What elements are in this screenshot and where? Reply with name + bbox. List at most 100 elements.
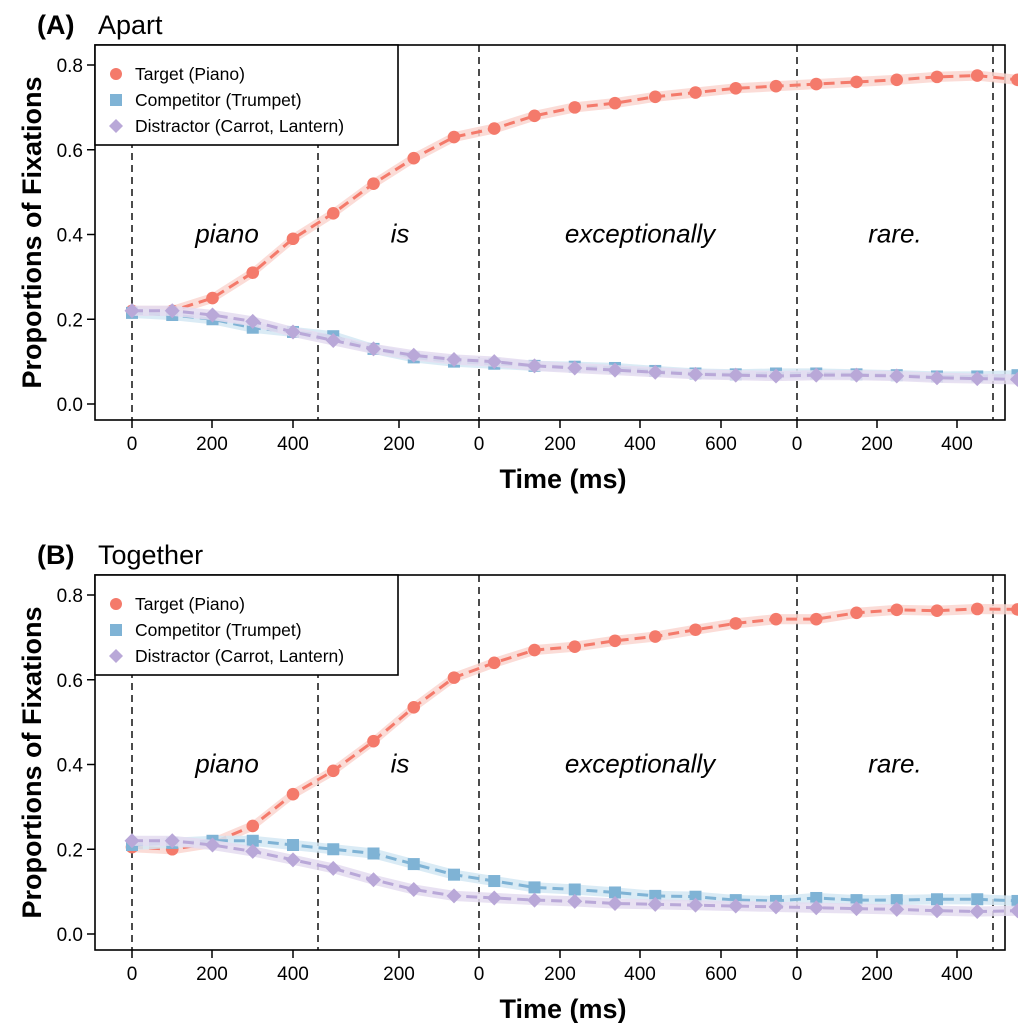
data-point-target xyxy=(930,70,944,84)
x-tick-label: 400 xyxy=(941,434,973,455)
x-axis-title: Time (ms) xyxy=(499,994,626,1023)
legend-label-competitor: Competitor (Trumpet) xyxy=(135,90,302,110)
data-point-competitor xyxy=(448,868,460,881)
legend-marker-target xyxy=(110,598,122,610)
data-point-target xyxy=(970,69,984,82)
data-point-target xyxy=(608,634,622,648)
data-point-distractor xyxy=(164,833,180,849)
x-tick-label: 200 xyxy=(544,434,576,455)
legend-label-distractor: Distractor (Carrot, Lantern) xyxy=(135,646,344,666)
data-point-distractor xyxy=(406,347,422,363)
x-tick-label: 0 xyxy=(474,964,485,985)
data-point-target xyxy=(528,643,541,657)
y-tick-label: 0.8 xyxy=(57,56,83,77)
x-tick-label: 200 xyxy=(196,964,228,985)
data-point-target xyxy=(326,207,340,220)
data-point-distractor xyxy=(849,901,864,917)
series-competitor xyxy=(126,834,1018,907)
data-point-competitor xyxy=(528,881,541,894)
data-point-distractor xyxy=(205,837,220,853)
panel-title: Together xyxy=(98,540,203,570)
data-point-competitor xyxy=(971,893,984,906)
y-tick-label: 0.0 xyxy=(57,925,83,946)
series-distractor xyxy=(124,303,1018,387)
data-point-distractor xyxy=(647,364,663,380)
x-tick-label: 0 xyxy=(792,964,803,985)
series-target xyxy=(125,602,1018,856)
data-point-target xyxy=(648,90,662,104)
x-tick-label: 0 xyxy=(792,434,803,455)
data-point-competitor xyxy=(488,875,501,888)
data-point-distractor xyxy=(285,324,301,340)
data-point-competitor xyxy=(810,891,823,904)
y-axis-title: Proportions of Fixations xyxy=(17,606,47,918)
data-point-target xyxy=(447,130,461,144)
data-point-competitor xyxy=(1011,894,1018,907)
y-tick-label: 0.6 xyxy=(57,141,83,162)
x-tick-label: 400 xyxy=(277,434,309,455)
data-point-distractor xyxy=(1010,903,1018,919)
data-point-target xyxy=(487,656,501,670)
legend-label-competitor: Competitor (Trumpet) xyxy=(135,620,302,640)
data-point-target xyxy=(809,77,823,91)
x-tick-label: 0 xyxy=(474,434,485,455)
data-point-target xyxy=(407,700,421,714)
x-tick-label: 600 xyxy=(705,434,737,455)
legend: Target (Piano) Competitor (Trumpet) Distra… xyxy=(94,44,399,146)
data-point-distractor xyxy=(567,360,583,376)
x-tick-label: 400 xyxy=(277,964,309,985)
data-point-distractor xyxy=(486,890,502,906)
panel-tag: (A) xyxy=(37,10,74,40)
y-tick-label: 0.2 xyxy=(57,310,83,331)
y-tick-label: 0.4 xyxy=(57,756,84,777)
data-point-target xyxy=(367,734,380,748)
data-point-distractor xyxy=(889,901,905,917)
data-point-distractor xyxy=(567,893,583,909)
data-point-target xyxy=(246,819,260,833)
data-point-target xyxy=(809,612,823,626)
legend-marker-distractor xyxy=(109,119,123,133)
data-point-distractor xyxy=(969,371,985,387)
data-point-distractor xyxy=(245,313,261,329)
word-label: piano xyxy=(194,749,259,779)
x-tick-label: 400 xyxy=(624,964,656,985)
data-point-distractor xyxy=(245,843,261,859)
data-point-distractor xyxy=(889,368,905,384)
data-point-distractor xyxy=(527,892,542,908)
data-point-target xyxy=(608,96,622,110)
data-point-distractor xyxy=(808,367,824,383)
data-point-target xyxy=(407,151,421,165)
data-point-distractor xyxy=(366,341,381,357)
data-point-target xyxy=(769,79,783,93)
y-tick-label: 0.2 xyxy=(57,840,83,861)
data-point-distractor xyxy=(325,332,341,348)
legend-label-target: Target (Piano) xyxy=(135,64,245,84)
x-tick-label: 200 xyxy=(196,434,228,455)
data-point-target xyxy=(729,617,743,630)
data-point-target xyxy=(528,109,541,123)
data-point-distractor xyxy=(205,307,220,323)
x-axis-title: Time (ms) xyxy=(499,464,626,494)
legend-label-target: Target (Piano) xyxy=(135,594,245,614)
series-distractor xyxy=(124,833,1018,920)
x-tick-label: 0 xyxy=(127,434,138,455)
data-point-target xyxy=(1011,73,1018,87)
word-label: is xyxy=(391,219,410,249)
data-point-distractor xyxy=(607,895,623,911)
data-point-competitor xyxy=(246,834,259,847)
data-point-competitor xyxy=(649,889,662,902)
data-point-competitor xyxy=(568,883,581,896)
legend: Target (Piano) Competitor (Trumpet) Distra… xyxy=(94,574,399,676)
data-point-distractor xyxy=(124,833,140,849)
word-label: is xyxy=(391,749,410,779)
data-point-target xyxy=(286,232,300,246)
legend-marker-competitor xyxy=(110,624,122,636)
legend-marker-distractor xyxy=(109,649,123,663)
data-point-target xyxy=(890,73,904,87)
data-point-target xyxy=(850,75,863,89)
data-point-distractor xyxy=(728,367,744,383)
legend-label-distractor: Distractor (Carrot, Lantern) xyxy=(135,116,344,136)
data-point-distractor xyxy=(929,370,945,386)
y-tick-label: 0.6 xyxy=(57,671,83,692)
data-point-distractor xyxy=(849,367,864,383)
